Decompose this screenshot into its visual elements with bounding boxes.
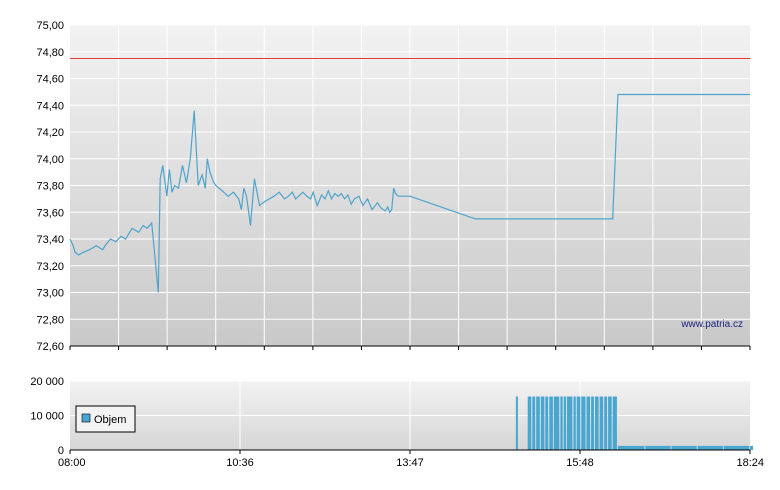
volume-bar [560, 396, 563, 450]
x-tick-label: 18:24 [736, 457, 764, 469]
volume-bar [536, 396, 540, 450]
volume-bar [595, 396, 599, 450]
volume-bar [527, 396, 532, 450]
volume-bar [573, 396, 576, 450]
price-y-tick-label: 72,80 [36, 314, 64, 326]
x-axis-time: 08:00 10:36 13:47 15:48 18:24 [58, 450, 764, 469]
volume-bar [532, 396, 536, 450]
volume-bar [671, 445, 697, 450]
price-y-tick-label: 73,60 [36, 207, 64, 219]
x-tick-label: 13:47 [396, 457, 424, 469]
volume-bar [515, 396, 518, 450]
volume-bar [549, 396, 553, 450]
volume-bar [723, 445, 749, 450]
price-y-tick-label: 74,40 [36, 100, 64, 112]
price-y-tick-label: 72,60 [36, 341, 64, 353]
price-y-tick-label: 73,80 [36, 181, 64, 193]
volume-bar [591, 396, 594, 450]
volume-y-tick-label: 10 000 [30, 411, 64, 423]
volume-y-tick-label: 20 000 [30, 376, 64, 388]
price-y-tick-label: 74,80 [36, 47, 64, 59]
price-y-tick-label: 73,40 [36, 234, 64, 246]
price-series-line [69, 93, 750, 293]
volume-bar [604, 396, 608, 450]
price-y-tick-label: 74,20 [36, 127, 64, 139]
volume-bar [581, 396, 586, 450]
legend-swatch [81, 413, 91, 423]
price-panel: 75,00 74,80 74,60 74,40 74,20 74,00 73,80 73,60… [36, 20, 751, 353]
volume-y-tick-label: 0 [58, 445, 64, 457]
price-y-tick-label: 75,00 [36, 20, 64, 32]
price-y-tick-label: 74,00 [36, 154, 64, 166]
volume-bar [576, 396, 581, 450]
price-x-axis-ticks [69, 346, 751, 350]
volume-bar [612, 396, 617, 450]
x-tick-label: 10:36 [226, 457, 254, 469]
volume-bar [553, 396, 560, 450]
x-tick-label: 08:00 [58, 457, 86, 469]
volume-bar [586, 396, 591, 450]
legend: Objem [75, 405, 136, 433]
volume-bar [608, 396, 612, 450]
price-y-tick-label: 73,00 [36, 288, 64, 300]
volume-y-axis: 20 000 10 000 0 [30, 376, 64, 457]
price-grid [70, 24, 750, 347]
price-y-tick-label: 74,60 [36, 74, 64, 86]
watermark: www.patria.cz [680, 319, 743, 330]
volume-bar [540, 396, 545, 450]
x-tick-label: 15:48 [566, 457, 594, 469]
volume-bar [645, 445, 671, 450]
volume-bar [545, 396, 549, 450]
volume-bar [750, 445, 753, 450]
volume-bars [515, 396, 753, 450]
volume-bar [566, 396, 573, 450]
price-y-axis: 75,00 74,80 74,60 74,40 74,20 74,00 73,80 73,60… [36, 20, 64, 353]
price-y-tick-label: 73,20 [36, 261, 64, 273]
volume-bar [563, 396, 566, 450]
volume-bar [599, 396, 604, 450]
legend-label: Objem [94, 414, 126, 426]
volume-bar [617, 445, 645, 450]
volume-bar [697, 445, 723, 450]
